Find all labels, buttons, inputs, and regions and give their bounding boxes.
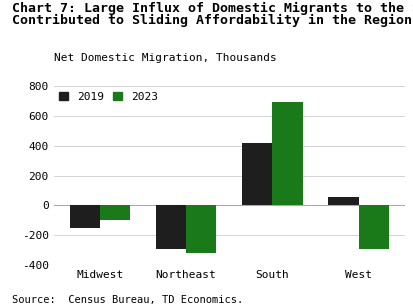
- Text: Contributed to Sliding Affordability in the Region: Contributed to Sliding Affordability in …: [12, 14, 413, 27]
- Legend: 2019, 2023: 2019, 2023: [59, 92, 158, 102]
- Bar: [100, 205, 130, 220]
- Bar: [70, 205, 100, 229]
- Bar: [242, 143, 272, 205]
- Text: Net Domestic Migration, Thousands: Net Domestic Migration, Thousands: [54, 53, 276, 63]
- Bar: [358, 205, 389, 249]
- Bar: [328, 197, 358, 205]
- Text: Source:  Census Bureau, TD Economics.: Source: Census Bureau, TD Economics.: [12, 295, 244, 305]
- Text: Chart 7: Large Influx of Domestic Migrants to the South: Chart 7: Large Influx of Domestic Migran…: [12, 2, 413, 14]
- Bar: [156, 205, 186, 249]
- Bar: [186, 205, 216, 253]
- Bar: [272, 102, 303, 205]
